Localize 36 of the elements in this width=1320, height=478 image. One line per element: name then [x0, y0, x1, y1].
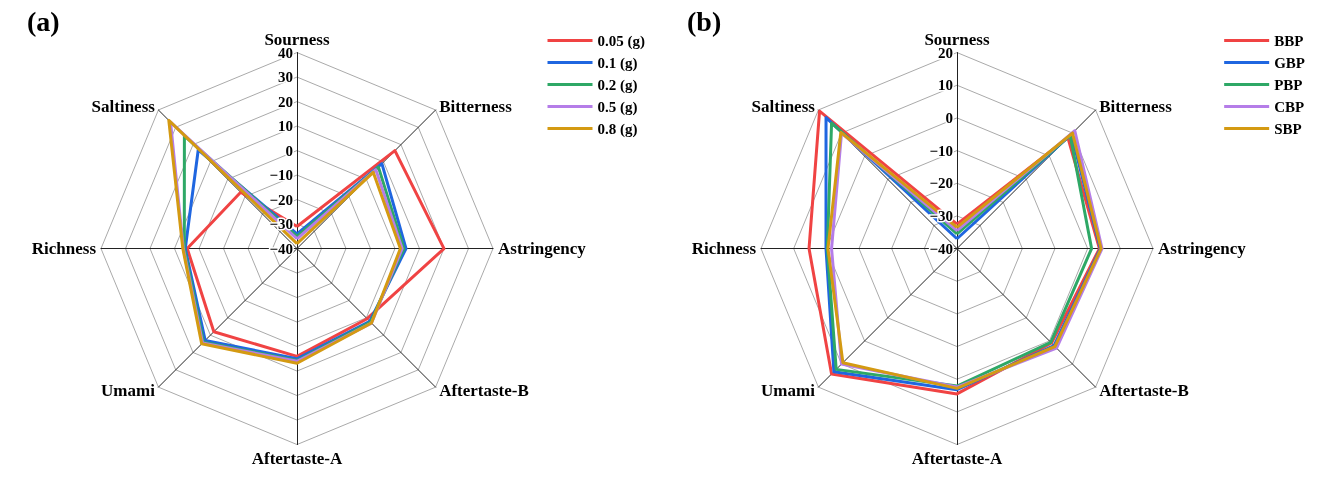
spoke-label: Aftertaste-B — [439, 381, 529, 401]
spoke-label: Aftertaste-B — [1099, 381, 1189, 401]
y-tick-label: −10 — [929, 142, 953, 159]
legend-label: 0.8 (g) — [597, 120, 638, 138]
y-tick-label: 10 — [278, 118, 293, 135]
y-tick-label: 0 — [945, 109, 953, 126]
legend-label: GBP — [1274, 54, 1306, 71]
legend-label: 0.5 (g) — [597, 98, 638, 116]
y-tick-label: −20 — [929, 175, 953, 192]
spoke-label: Astringency — [498, 239, 587, 259]
y-tick-label: 30 — [278, 69, 293, 86]
legend-label: BBP — [1274, 32, 1304, 49]
y-tick-label: −20 — [269, 191, 293, 208]
legend-label: 0.05 (g) — [597, 32, 646, 50]
spoke-label: Bitterness — [1099, 96, 1173, 116]
chart-title: (b) — [687, 5, 722, 37]
legend-label: CBP — [1274, 98, 1305, 115]
spoke-label: Astringency — [1158, 239, 1247, 259]
y-tick-label: 20 — [278, 93, 293, 110]
y-tick-label: 0 — [285, 142, 293, 159]
chart-title: (a) — [27, 5, 60, 37]
spoke-label: Aftertaste-A — [911, 448, 1004, 468]
y-tick-label: −10 — [269, 167, 293, 184]
spoke-label: Saltiness — [91, 96, 156, 116]
y-tick-label: 10 — [938, 77, 953, 94]
spoke-label: Umami — [101, 381, 156, 401]
spoke-label: Saltiness — [751, 96, 816, 116]
legend-label: PBP — [1274, 76, 1303, 93]
legend-label: 0.1 (g) — [597, 54, 638, 72]
spoke-label: Umami — [761, 381, 816, 401]
legend-label: SBP — [1274, 120, 1302, 137]
spoke-label: Richness — [31, 239, 97, 259]
legend-label: 0.2 (g) — [597, 76, 638, 94]
spoke-label: Bitterness — [439, 96, 513, 116]
spoke-label: Richness — [691, 239, 757, 259]
spoke-label: Aftertaste-A — [251, 448, 344, 468]
